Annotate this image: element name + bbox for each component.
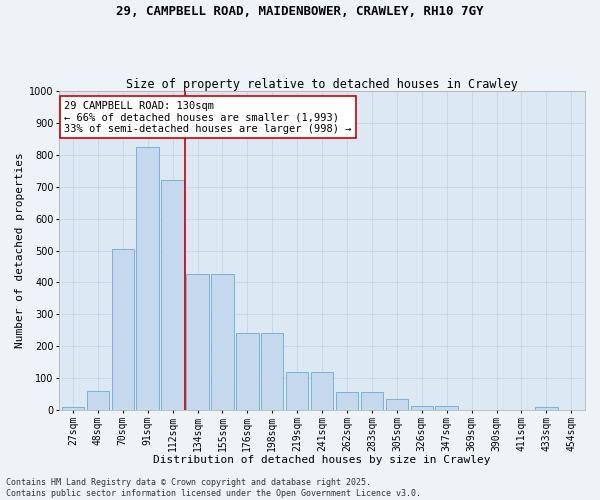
Bar <box>535 408 557 410</box>
Bar <box>410 406 433 410</box>
Bar <box>62 408 84 410</box>
Bar <box>261 334 283 410</box>
Bar <box>136 147 159 410</box>
Bar <box>86 391 109 410</box>
Bar <box>286 372 308 410</box>
Bar <box>436 406 458 410</box>
Text: 29, CAMPBELL ROAD, MAIDENBOWER, CRAWLEY, RH10 7GY: 29, CAMPBELL ROAD, MAIDENBOWER, CRAWLEY,… <box>116 5 484 18</box>
Text: 29 CAMPBELL ROAD: 130sqm
← 66% of detached houses are smaller (1,993)
33% of sem: 29 CAMPBELL ROAD: 130sqm ← 66% of detach… <box>64 100 352 134</box>
Title: Size of property relative to detached houses in Crawley: Size of property relative to detached ho… <box>126 78 518 91</box>
Bar <box>386 399 408 410</box>
X-axis label: Distribution of detached houses by size in Crawley: Distribution of detached houses by size … <box>154 455 491 465</box>
Bar <box>236 334 259 410</box>
Bar <box>336 392 358 410</box>
Bar <box>161 180 184 410</box>
Bar <box>211 274 233 410</box>
Text: Contains HM Land Registry data © Crown copyright and database right 2025.
Contai: Contains HM Land Registry data © Crown c… <box>6 478 421 498</box>
Y-axis label: Number of detached properties: Number of detached properties <box>15 152 25 348</box>
Bar <box>112 249 134 410</box>
Bar <box>361 392 383 410</box>
Bar <box>187 274 209 410</box>
Bar <box>311 372 334 410</box>
